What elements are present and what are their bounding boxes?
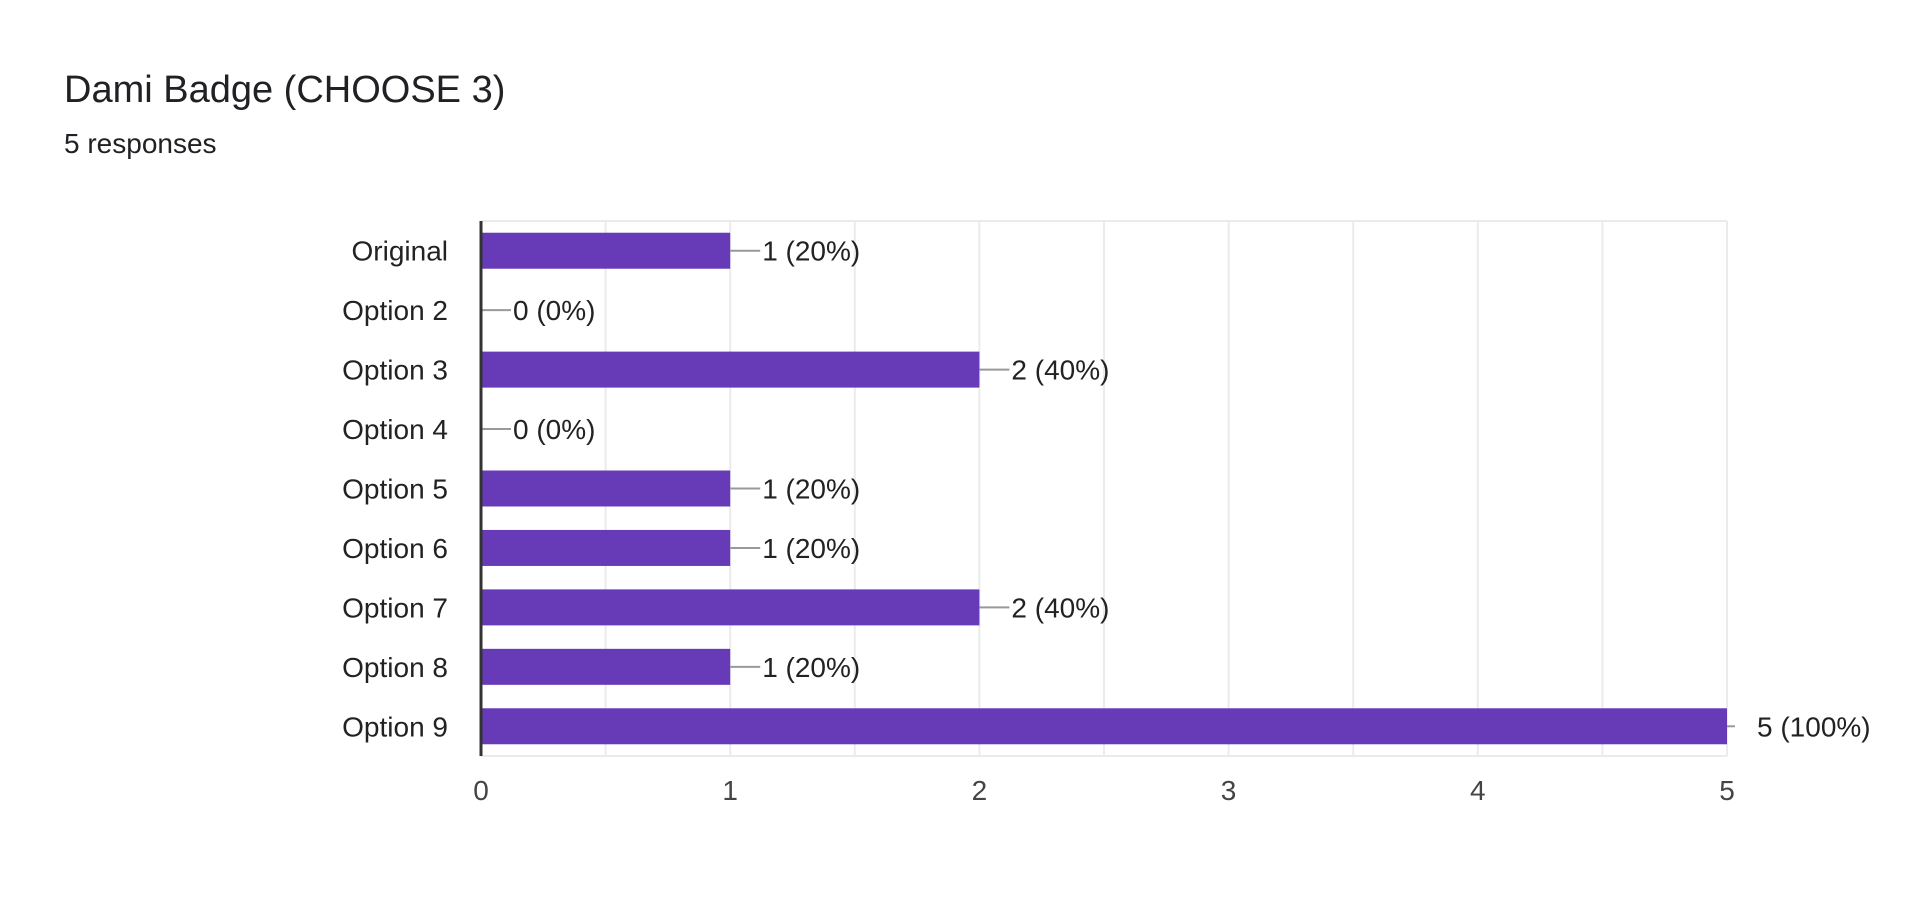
x-tick-label: 1	[722, 775, 738, 806]
data-label: 1 (20%)	[762, 533, 860, 564]
category-label: Option 8	[342, 652, 448, 683]
response-count: 5 responses	[64, 128, 217, 159]
x-tick-label: 0	[473, 775, 489, 806]
category-label: Option 4	[342, 414, 448, 445]
x-tick-label: 4	[1470, 775, 1486, 806]
labels: 0 1 2 3 4 5 1 (20%) Original 0 (0%) Option 2 2 (40…	[342, 236, 1870, 806]
data-label: 0 (0%)	[513, 295, 595, 326]
data-label: 1 (20%)	[762, 474, 860, 505]
x-tick-label: 3	[1221, 775, 1237, 806]
bar	[481, 529, 731, 566]
bar	[481, 232, 731, 269]
x-tick-label: 5	[1719, 775, 1735, 806]
leader-lines	[481, 249, 1735, 728]
gridlines	[481, 220, 1728, 757]
bars	[481, 232, 1727, 745]
question-title: Dami Badge (CHOOSE 3)	[64, 69, 506, 111]
bar	[481, 470, 731, 507]
bar	[481, 648, 731, 685]
category-label: Option 9	[342, 711, 448, 742]
data-label: 2 (40%)	[1011, 355, 1109, 386]
data-label: 5 (100%)	[1757, 711, 1871, 742]
bar	[481, 351, 980, 388]
bar	[481, 589, 980, 626]
question-header: Dami Badge (CHOOSE 3) 5 responses	[64, 66, 505, 162]
data-label: 1 (20%)	[762, 236, 860, 267]
category-label: Option 3	[342, 355, 448, 386]
bar	[481, 708, 1727, 745]
data-label: 1 (20%)	[762, 652, 860, 683]
category-label: Option 2	[342, 295, 448, 326]
category-label: Option 7	[342, 592, 448, 623]
category-label: Option 5	[342, 474, 448, 505]
data-label: 2 (40%)	[1011, 592, 1109, 623]
x-tick-label: 2	[972, 775, 988, 806]
category-label: Option 6	[342, 533, 448, 564]
category-label: Original	[352, 236, 448, 267]
data-label: 0 (0%)	[513, 414, 595, 445]
